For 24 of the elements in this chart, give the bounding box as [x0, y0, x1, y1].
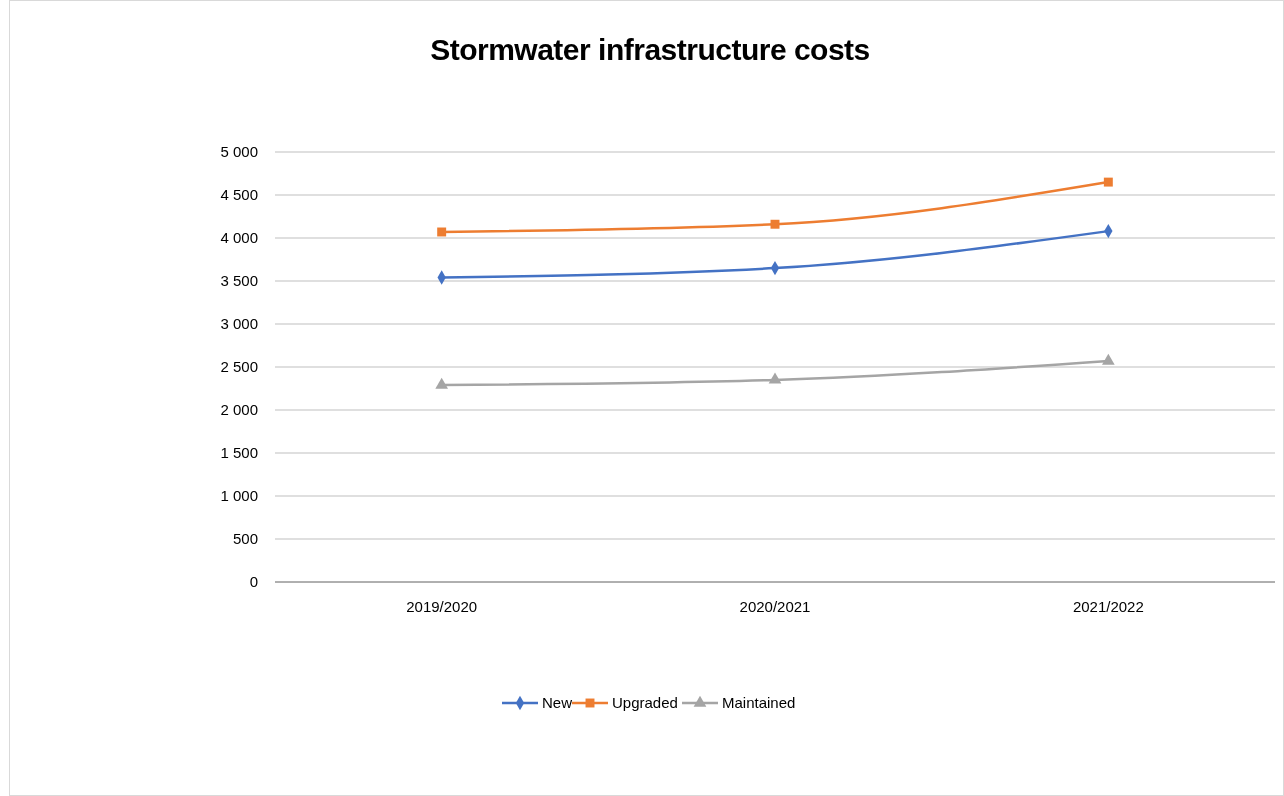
point [437, 227, 447, 237]
x-tick-label: 2020/2021 [739, 598, 811, 615]
y-tick-label: 1 000 [220, 487, 258, 505]
y-tick-label: 5 000 [220, 143, 258, 161]
y-tick-label: 3 500 [220, 272, 258, 290]
point [768, 372, 782, 384]
x-tick-label: 2021/2022 [1072, 598, 1144, 615]
point [770, 219, 780, 229]
legend-label: Upgraded [612, 694, 678, 712]
legend-label: New [542, 694, 573, 712]
point [435, 377, 449, 389]
legend-label: Maintained [722, 694, 796, 712]
y-tick-label: 4 000 [220, 229, 258, 247]
chart-title: Stormwater infrastructure costs [430, 33, 870, 66]
y-tick-label: 4 500 [220, 186, 258, 204]
y-tick-label: 3 000 [220, 315, 258, 333]
y-tick-label: 0 [249, 573, 258, 591]
y-tick-label: 1 500 [220, 444, 258, 462]
y-tick-label: 2 000 [220, 401, 258, 419]
point [1103, 177, 1113, 187]
y-tick-label: 2 500 [220, 358, 258, 376]
x-tick-label: 2019/2020 [406, 598, 478, 615]
y-tick-label: 500 [232, 530, 258, 548]
point [1101, 353, 1115, 365]
